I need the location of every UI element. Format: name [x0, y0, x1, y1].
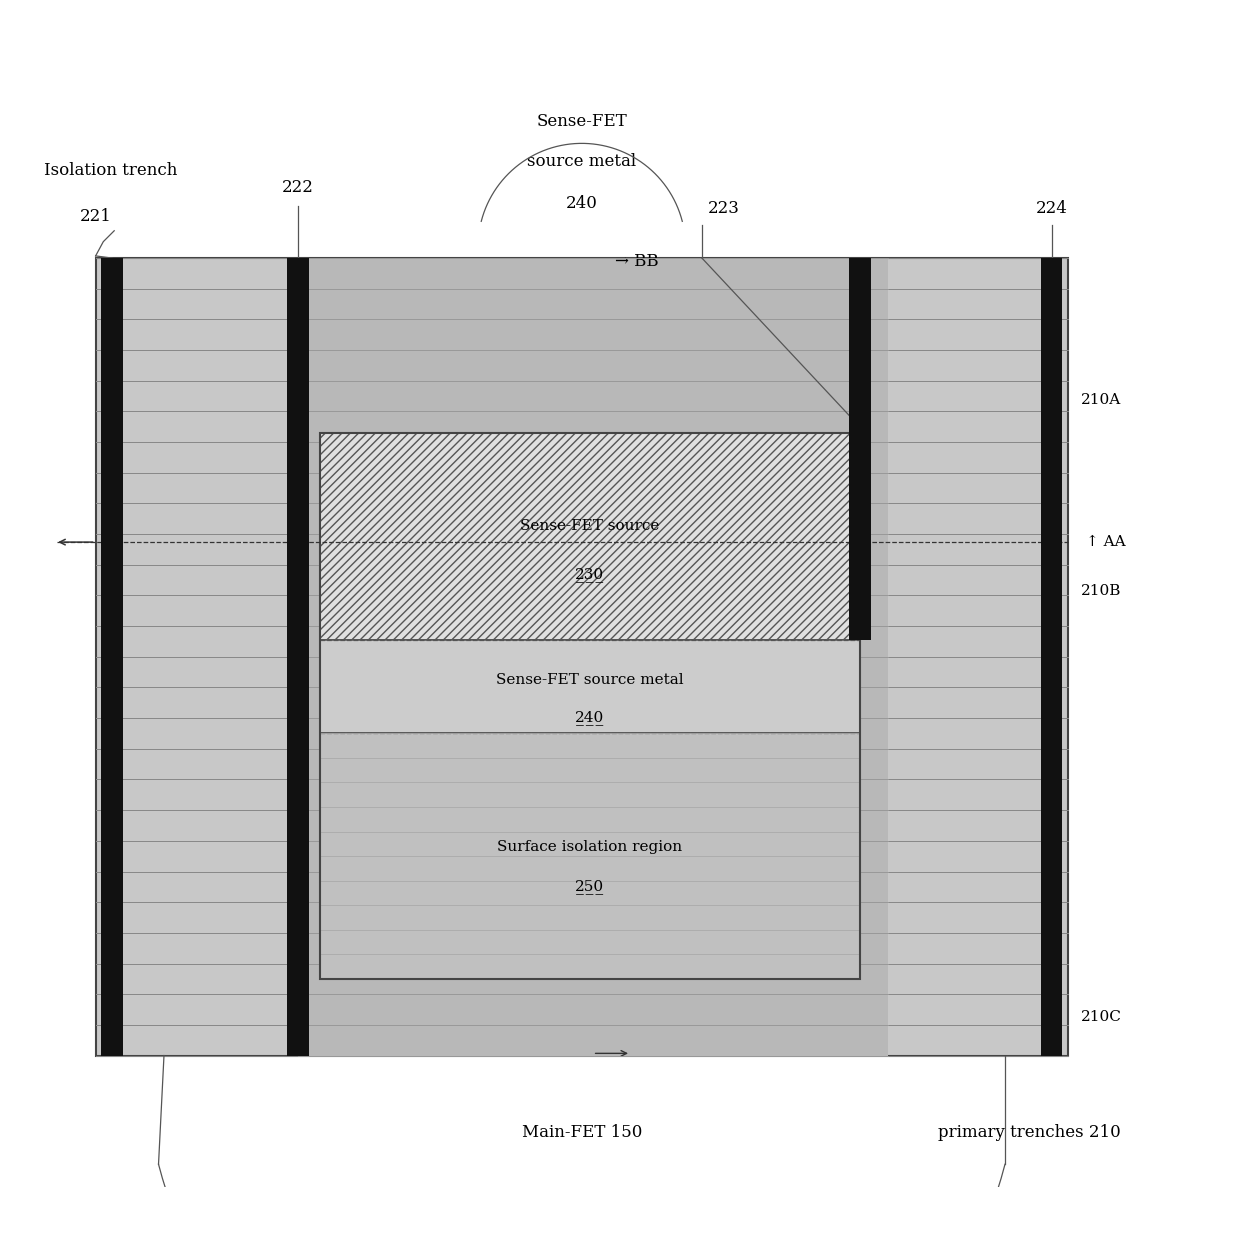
Text: → BB: → BB [615, 253, 658, 269]
Bar [102, 258, 123, 1055]
Text: Surface isolation region: Surface isolation region [497, 841, 682, 855]
Bar [320, 733, 861, 980]
Text: 2̲5̲0̲: 2̲5̲0̲ [575, 879, 605, 894]
Text: Sense-FET source metal: Sense-FET source metal [496, 674, 683, 687]
Text: ↑ AA: ↑ AA [1086, 535, 1126, 549]
Bar [1040, 258, 1063, 1055]
Text: primary trenches 210: primary trenches 210 [939, 1123, 1121, 1141]
Bar [298, 258, 888, 1055]
Bar [320, 433, 861, 980]
Text: 210B: 210B [1081, 584, 1121, 598]
Text: Isolation trench: Isolation trench [45, 162, 177, 179]
Text: 223: 223 [708, 200, 740, 218]
Bar [286, 258, 309, 1055]
Bar [320, 433, 861, 641]
Text: 2̲4̲0̲: 2̲4̲0̲ [575, 710, 605, 725]
Text: 210A: 210A [1081, 393, 1121, 407]
Text: 221: 221 [79, 208, 112, 225]
Bar [849, 258, 872, 641]
Text: 224: 224 [1035, 200, 1068, 218]
Text: 240: 240 [565, 195, 598, 212]
Bar [320, 641, 861, 733]
Text: 222: 222 [281, 179, 314, 195]
Text: 2̲3̲0̲: 2̲3̲0̲ [575, 568, 605, 583]
Text: 210C: 210C [1081, 1010, 1122, 1025]
Text: Sense-FET: Sense-FET [537, 113, 627, 130]
Text: Sense-FET source: Sense-FET source [521, 519, 660, 533]
Text: source metal: source metal [527, 154, 636, 170]
Text: Main-FET 150: Main-FET 150 [522, 1123, 642, 1141]
Bar [95, 258, 1068, 1055]
